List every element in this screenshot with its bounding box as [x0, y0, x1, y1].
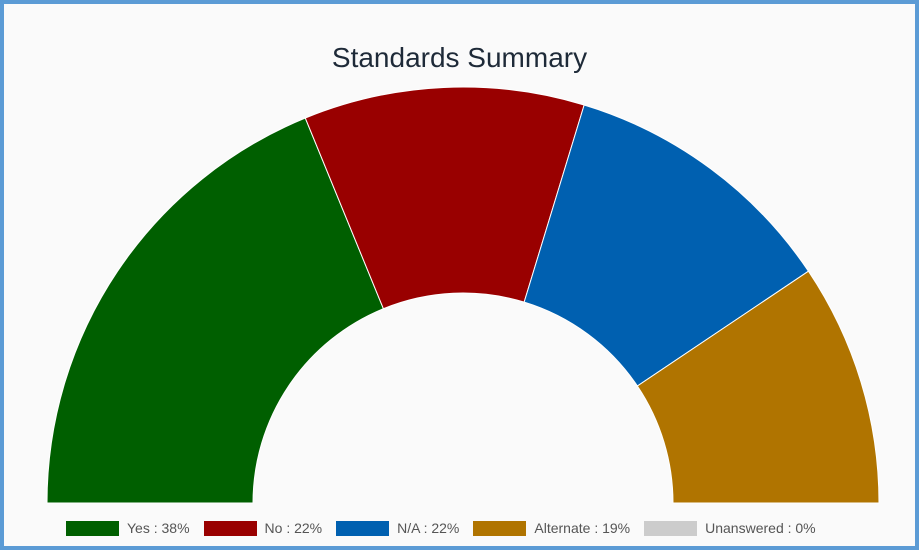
legend-swatch-no — [203, 520, 257, 536]
legend-item-unanswered[interactable]: Unanswered : 0% — [644, 520, 816, 536]
legend-swatch-n-a — [336, 520, 390, 536]
slice-no[interactable] — [304, 86, 585, 310]
legend-item-yes[interactable]: Yes : 38% — [66, 520, 190, 536]
slice-n-a[interactable] — [523, 104, 810, 387]
legend-label-yes: Yes : 38% — [127, 520, 190, 536]
legend-swatch-alternate — [473, 520, 527, 536]
legend-item-no[interactable]: No : 22% — [203, 520, 323, 536]
chart-legend: Yes : 38% No : 22% N/A : 22% Alternate : 19… — [66, 520, 830, 536]
legend-label-n-a: N/A : 22% — [397, 520, 460, 536]
legend-label-unanswered: Unanswered : 0% — [705, 520, 816, 536]
legend-item-n-a[interactable]: N/A : 22% — [336, 520, 459, 536]
legend-label-alternate: Alternate : 19% — [534, 520, 631, 536]
legend-swatch-unanswered — [644, 520, 698, 536]
legend-swatch-yes — [66, 520, 119, 536]
chart-title: Standards Summary — [331, 42, 588, 73]
legend-label-no: No : 22% — [264, 520, 323, 536]
slice-yes[interactable] — [46, 117, 385, 504]
legend-item-alternate[interactable]: Alternate : 19% — [473, 520, 630, 536]
slice-alternate[interactable] — [636, 270, 880, 504]
semicircle-doughnut-chart — [46, 86, 880, 504]
